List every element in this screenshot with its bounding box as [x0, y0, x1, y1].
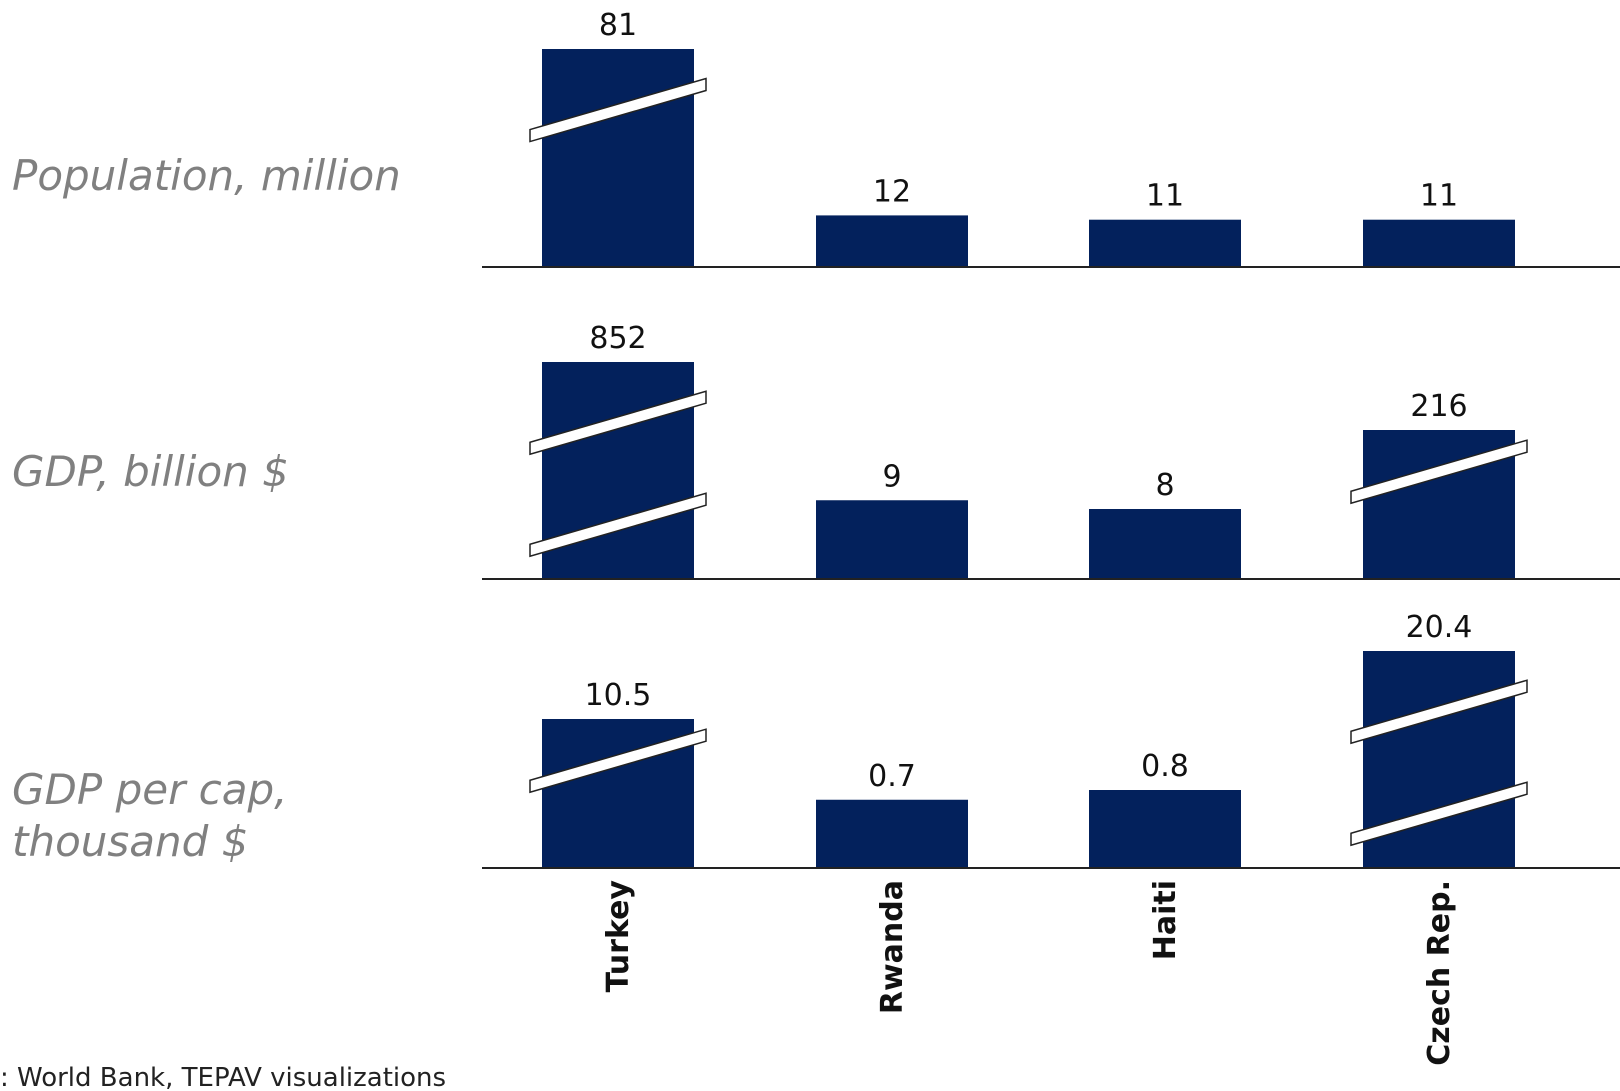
bar [816, 500, 968, 579]
data-label: 0.7 [868, 759, 916, 794]
bar [542, 49, 694, 267]
bar [1363, 219, 1515, 267]
source-note: : World Bank, TEPAV visualizations [0, 1063, 446, 1091]
bar [816, 215, 968, 267]
category-label: Czech Rep. [1422, 880, 1457, 1066]
data-label: 10.5 [585, 678, 652, 713]
panel-title: GDP per cap, [12, 765, 288, 814]
data-label: 20.4 [1406, 610, 1473, 645]
axis-break-mark [1350, 439, 1528, 505]
bar [1089, 219, 1241, 267]
bar [1089, 509, 1241, 579]
axis-break-mark [1350, 679, 1528, 745]
bar [1089, 790, 1241, 868]
panel-title: GDP, billion $ [12, 447, 289, 496]
axis-break-mark [529, 728, 707, 794]
category-label: Turkey [601, 880, 636, 993]
axis-break-mark [529, 77, 707, 143]
data-label: 0.8 [1141, 749, 1189, 784]
panel-title: Population, million [12, 151, 401, 200]
data-label: 216 [1410, 389, 1467, 424]
panel-title: thousand $ [12, 817, 248, 866]
axis-break-mark [1350, 781, 1528, 847]
data-label: 8 [1155, 468, 1174, 503]
bar [816, 799, 968, 868]
data-label: 9 [882, 459, 901, 494]
axis-break-mark [529, 492, 707, 558]
data-label: 11 [1420, 179, 1458, 214]
axis-break-mark [529, 390, 707, 456]
data-label: 12 [873, 174, 911, 209]
data-label: 852 [589, 321, 646, 356]
category-label: Rwanda [875, 880, 910, 1014]
category-label: Haiti [1148, 880, 1183, 960]
data-label: 81 [599, 8, 637, 43]
data-label: 11 [1146, 179, 1184, 214]
